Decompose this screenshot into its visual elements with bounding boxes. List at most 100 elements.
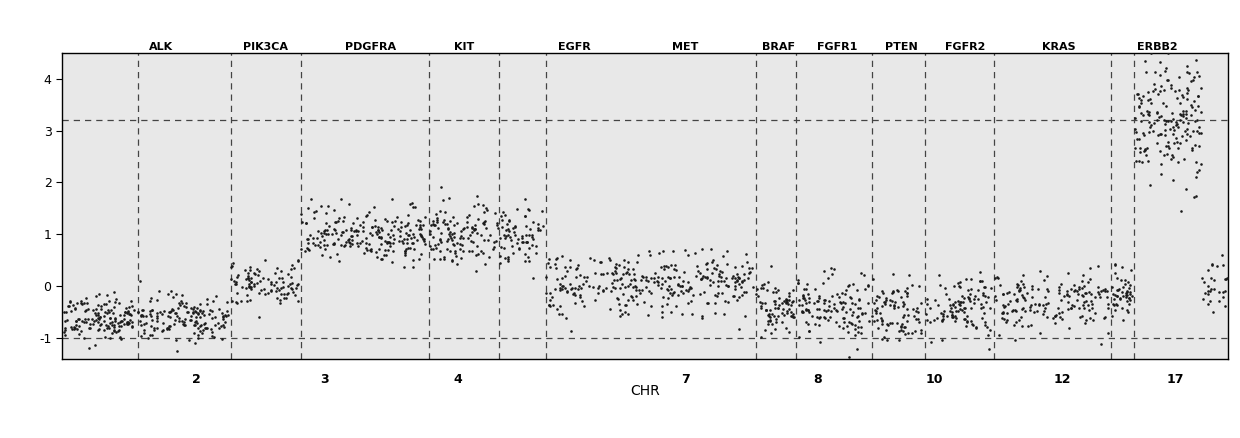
Point (117, 304, 136, 311)
Point (134, 330, 154, 337)
Point (195, 311, 215, 318)
Point (1021, 303, 1040, 310)
Point (1002, 307, 1022, 314)
Point (312, 252, 332, 259)
Point (895, 324, 915, 331)
Point (114, 316, 134, 323)
Point (440, 217, 460, 224)
Point (683, 291, 703, 298)
Point (652, 303, 672, 310)
Point (694, 288, 714, 295)
Point (844, 331, 864, 338)
Point (1135, 58, 1154, 65)
Point (334, 217, 353, 224)
Point (1081, 301, 1101, 308)
Point (1141, 99, 1161, 106)
Point (68, 315, 88, 322)
Point (872, 320, 892, 327)
Point (104, 321, 124, 328)
Point (522, 231, 542, 238)
Point (641, 252, 661, 259)
Point (238, 270, 258, 277)
Point (454, 225, 474, 232)
Point (99, 308, 119, 315)
Point (490, 235, 510, 242)
Point (1007, 283, 1027, 290)
Point (724, 292, 744, 299)
Point (403, 233, 423, 240)
Point (999, 298, 1019, 305)
Point (1013, 293, 1033, 300)
Point (460, 232, 480, 239)
Point (87, 292, 107, 299)
Point (1074, 283, 1094, 290)
Point (148, 309, 167, 316)
Point (118, 307, 138, 314)
Point (475, 261, 495, 268)
Point (387, 214, 407, 221)
Point (495, 255, 515, 262)
Point (118, 321, 138, 328)
Point (515, 196, 534, 203)
Point (67, 300, 87, 307)
Point (734, 276, 754, 283)
Point (897, 290, 916, 297)
Point (1049, 284, 1069, 291)
Point (1053, 316, 1073, 323)
Point (588, 290, 608, 297)
Point (610, 275, 630, 282)
Point (444, 230, 464, 237)
Point (412, 251, 432, 258)
Point (639, 311, 658, 318)
Point (1068, 297, 1087, 304)
Point (849, 295, 869, 302)
Point (884, 304, 904, 311)
Point (1207, 262, 1226, 269)
Point (446, 220, 466, 227)
Point (1194, 278, 1214, 285)
Point (539, 255, 559, 262)
Point (1157, 76, 1177, 83)
Point (1112, 304, 1132, 311)
Point (841, 305, 861, 312)
Point (498, 231, 518, 238)
Point (315, 226, 335, 233)
Point (854, 286, 874, 293)
Point (100, 319, 120, 326)
Point (692, 312, 712, 319)
Point (244, 270, 264, 277)
Point (522, 242, 542, 249)
Point (350, 240, 370, 247)
Point (1151, 160, 1171, 167)
Point (192, 308, 212, 315)
Point (583, 284, 603, 291)
Point (528, 225, 548, 232)
Point (212, 313, 232, 320)
Point (660, 274, 680, 281)
Point (1091, 287, 1111, 294)
Point (615, 284, 635, 291)
Point (1029, 301, 1049, 308)
Point (864, 317, 884, 324)
Point (501, 237, 521, 244)
Point (238, 275, 258, 282)
Point (608, 296, 627, 303)
Point (237, 285, 257, 292)
Point (699, 276, 719, 283)
Point (66, 324, 86, 331)
Point (367, 253, 387, 260)
Point (893, 314, 913, 321)
Point (930, 282, 950, 289)
Point (769, 287, 789, 294)
Text: MET: MET (672, 42, 699, 52)
Point (410, 230, 430, 237)
Point (756, 286, 776, 293)
Point (625, 282, 645, 289)
Point (655, 278, 675, 285)
Text: PDGFRA: PDGFRA (345, 42, 397, 52)
Point (626, 293, 646, 300)
Point (441, 237, 461, 244)
Point (289, 257, 309, 264)
Point (308, 227, 327, 234)
Point (706, 292, 725, 299)
